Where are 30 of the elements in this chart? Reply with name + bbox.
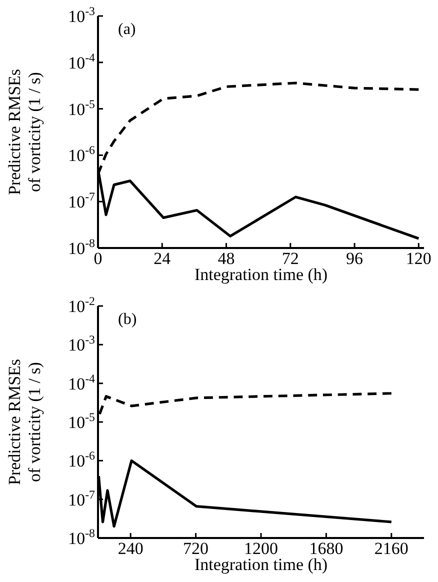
y-tick-label: 10$^{-4}$ — [68, 371, 96, 394]
x-tick-label: 0 — [94, 249, 102, 268]
x-tick-label: 2160 — [374, 539, 408, 558]
x-tick-label: 1200 — [244, 539, 278, 558]
chart-title: (b) — [118, 311, 137, 328]
y-tick-label: 10$^{-5}$ — [68, 96, 96, 119]
x-axis-title: Integration time (h) — [194, 265, 328, 284]
x-tick-label: 720 — [183, 539, 209, 558]
y-tick-label: 10$^{-8}$ — [68, 526, 96, 548]
x-tick-label: 48 — [218, 249, 235, 268]
y-axis-title: Predictive RMSEs of vorticity (1 / s) — [5, 68, 44, 196]
y-tick-label: 10$^{-6}$ — [68, 448, 96, 471]
x-tick-label: 24 — [154, 249, 172, 268]
chart-title: (a) — [118, 21, 136, 38]
x-tick-label: 96 — [346, 249, 364, 268]
y-tick-label: 10$^{-7}$ — [68, 487, 96, 510]
y-tick-label: 10$^{-7}$ — [68, 190, 96, 212]
y-tick-label: 10$^{-8}$ — [68, 236, 96, 258]
y-tick-label: 10$^{-3}$ — [68, 332, 96, 355]
y-axis-title: Predictive RMSEs of vorticity (1 / s) — [5, 358, 44, 486]
y-tick-label: 10$^{-4}$ — [68, 50, 96, 72]
x-tick-label: 240 — [118, 539, 144, 558]
y-tick-label: 10$^{-5}$ — [68, 410, 96, 432]
x-tick-label: 120 — [406, 249, 432, 268]
y-tick-label: 10$^{-6}$ — [68, 143, 96, 166]
y-tick-label: 10$^{-2}$ — [68, 294, 96, 316]
x-axis-title: Integration time (h) — [194, 555, 328, 574]
x-tick-label: 1680 — [309, 539, 344, 558]
y-tick-label: 10$^{-3}$ — [68, 4, 96, 26]
x-tick-label: 72 — [282, 249, 299, 268]
